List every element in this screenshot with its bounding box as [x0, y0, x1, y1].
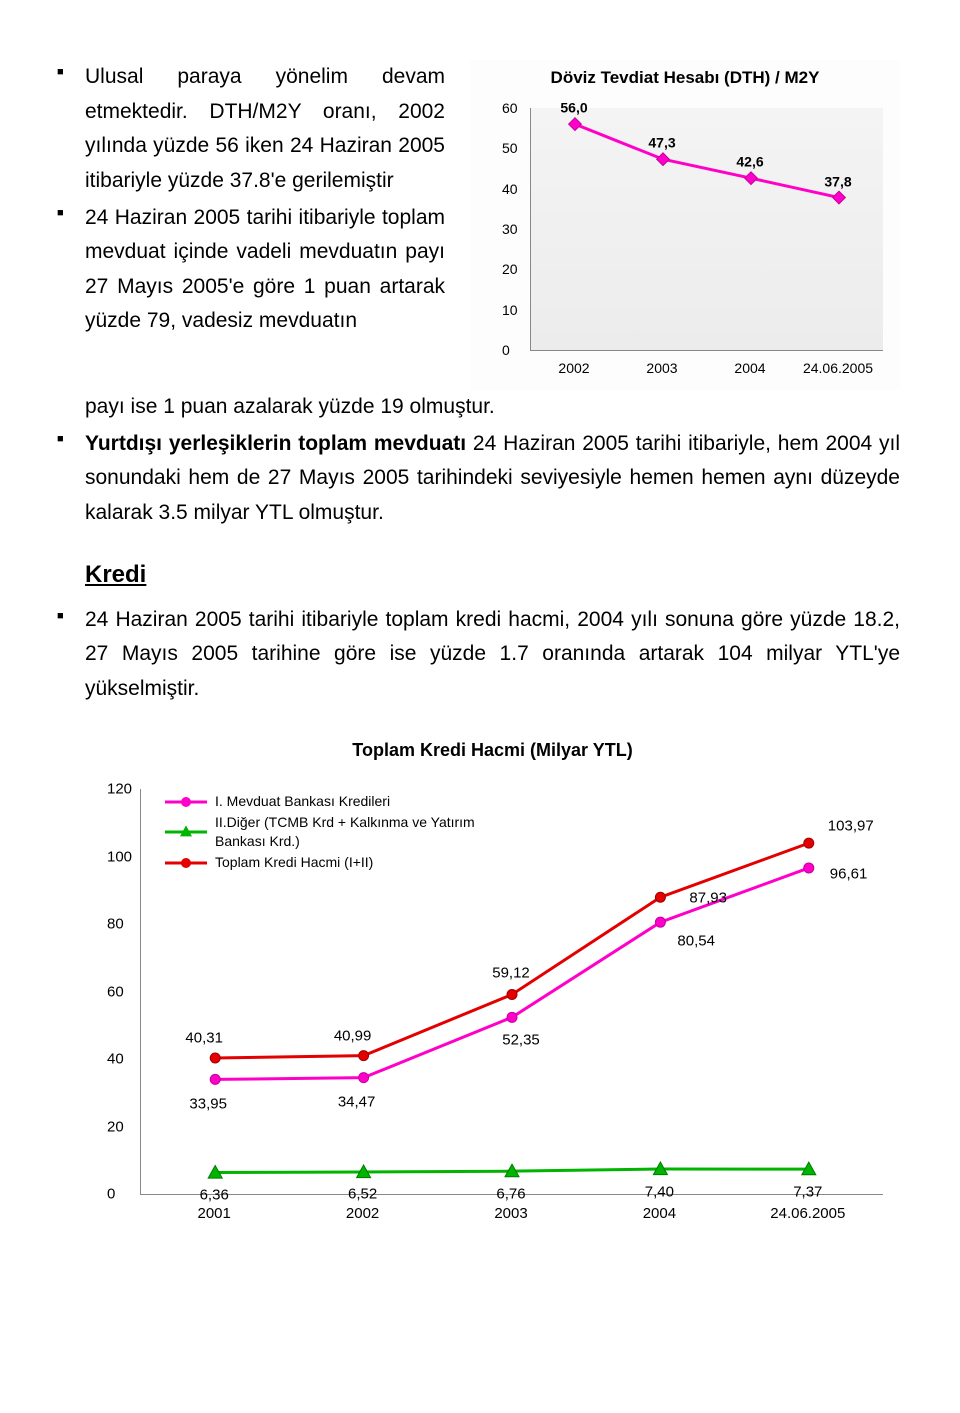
kredi-heading: Kredi	[85, 561, 900, 589]
chart2-value-label: 6,36	[200, 1187, 229, 1204]
bullet-ulusal: Ulusal paraya yönelim devam etmektedir. …	[85, 60, 445, 199]
chart2-value-label: 96,61	[830, 866, 868, 883]
chart1-ytick: 20	[502, 261, 518, 277]
top-text-block: Ulusal paraya yönelim devam etmektedir. …	[85, 60, 463, 390]
chart1-ytick: 50	[502, 140, 518, 156]
bullet-kredi-hacmi: 24 Haziran 2005 tarihi itibariyle toplam…	[85, 603, 900, 707]
chart1-xtick: 2003	[646, 360, 677, 376]
chart2-ytick: 120	[107, 781, 132, 798]
cont-lead: Yurtdışı yerleşiklerin toplam mevduatı	[85, 432, 466, 455]
chart2-ytick: 40	[107, 1051, 124, 1068]
chart2-value-label: 87,93	[689, 889, 727, 906]
chart-toplam-kredi: Toplam Kredi Hacmi (Milyar YTL) I. Mevdu…	[85, 734, 900, 1234]
cont-line1: payı ise 1 puan azalarak yüzde 19 olmuşt…	[85, 395, 495, 418]
chart2-ytick: 20	[107, 1118, 124, 1135]
chart2-value-label: 52,35	[502, 1031, 540, 1048]
chart1-value-label: 37,8	[824, 173, 851, 189]
chart2-value-label: 7,37	[793, 1183, 822, 1200]
chart1-xtick: 2004	[734, 360, 765, 376]
chart2-xtick: 2003	[494, 1205, 527, 1222]
chart1-value-label: 47,3	[648, 135, 675, 151]
chart1-ytick: 40	[502, 181, 518, 197]
bullet-yurtdisi: Yurtdışı yerleşiklerin toplam mevduatı 2…	[85, 427, 900, 531]
continuation-text: payı ise 1 puan azalarak yüzde 19 olmuşt…	[85, 390, 900, 531]
chart1-value-label: 42,6	[736, 154, 763, 170]
chart2-xtick: 2004	[643, 1205, 676, 1222]
chart2-value-label: 59,12	[492, 964, 530, 981]
chart1-ytick: 60	[502, 100, 518, 116]
chart2-value-label: 6,76	[496, 1185, 525, 1202]
chart2-xtick: 2002	[346, 1205, 379, 1222]
chart2-value-label: 40,31	[185, 1030, 223, 1047]
chart2-value-label: 40,99	[334, 1028, 372, 1045]
chart1-ytick: 30	[502, 221, 518, 237]
bullet-mevduat: 24 Haziran 2005 tarihi itibariyle toplam…	[85, 201, 445, 340]
chart1-xtick: 2002	[558, 360, 589, 376]
chart2-value-label: 33,95	[189, 1095, 227, 1112]
chart1-title: Döviz Tevdiat Hesabı (DTH) / M2Y	[470, 68, 900, 88]
chart2-ytick: 80	[107, 916, 124, 933]
chart2-value-label: 7,40	[645, 1183, 674, 1200]
chart2-value-label: 103,97	[828, 817, 874, 834]
chart2-value-label: 6,52	[348, 1186, 377, 1203]
chart2-ytick: 0	[107, 1186, 115, 1203]
chart-dth-m2y: Döviz Tevdiat Hesabı (DTH) / M2Y 0 10 20 30…	[470, 60, 900, 390]
chart1-value-label: 56,0	[560, 100, 587, 116]
chart2-value-label: 34,47	[338, 1094, 376, 1111]
chart2-xtick: 24.06.2005	[770, 1205, 845, 1222]
chart2-xtick: 2001	[198, 1205, 231, 1222]
chart1-ytick: 0	[502, 342, 510, 358]
chart2-ytick: 100	[107, 848, 132, 865]
chart1-ytick: 10	[502, 302, 518, 318]
chart2-value-label: 80,54	[677, 932, 715, 949]
chart2-ytick: 60	[107, 983, 124, 1000]
chart1-xtick: 24.06.2005	[803, 360, 873, 376]
chart2-title: Toplam Kredi Hacmi (Milyar YTL)	[85, 740, 900, 761]
